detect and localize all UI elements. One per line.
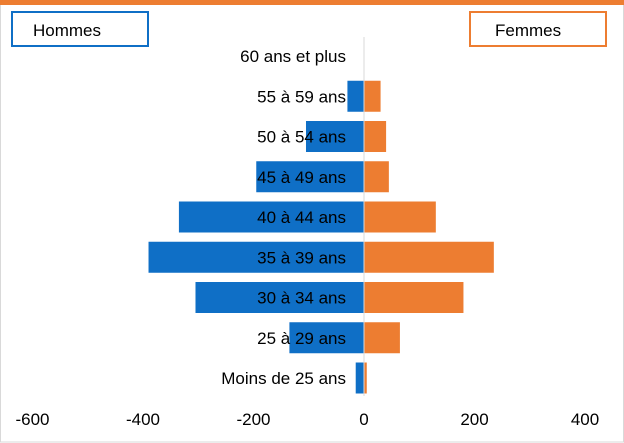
- legend-femmes: Femmes: [469, 11, 607, 47]
- legend-hommes: Hommes: [11, 11, 149, 47]
- category-label-8: 60 ans et plus: [240, 47, 346, 66]
- bar-femmes-5: [364, 161, 389, 193]
- x-tick-label-3: 0: [359, 410, 368, 429]
- x-tick-label-0: -600: [15, 410, 49, 429]
- legend-femmes-box: [469, 11, 607, 47]
- bar-hommes-2: [195, 282, 364, 313]
- x-axis-tick-labels: -600 -400 -200 0 200 400: [15, 410, 599, 429]
- category-label-7: 55 à 59 ans: [257, 87, 346, 106]
- bar-marks: [148, 80, 494, 394]
- bar-femmes-2: [364, 282, 464, 313]
- category-labels: Moins de 25 ans 25 à 29 ans 30 à 34 ans 35 …: [221, 47, 346, 388]
- category-label-6: 50 à 54 ans: [257, 128, 346, 147]
- x-tick-label-5: 400: [571, 410, 599, 429]
- legend-hommes-box: [11, 11, 149, 47]
- x-tick-label-4: 200: [460, 410, 488, 429]
- chart-top-border: [0, 0, 624, 5]
- category-label-2: 30 à 34 ans: [257, 289, 346, 308]
- bar-femmes-3: [364, 241, 494, 273]
- bar-hommes-5: [256, 161, 364, 193]
- bar-hommes-4: [178, 201, 364, 233]
- bar-hommes-6: [305, 121, 364, 152]
- category-label-3: 35 à 39 ans: [257, 248, 346, 267]
- x-tick-label-2: -200: [236, 410, 270, 429]
- legend-femmes-label: Femmes: [495, 21, 561, 40]
- category-label-1: 25 à 29 ans: [257, 329, 346, 348]
- bar-hommes-0: [355, 362, 364, 394]
- bar-hommes-3: [148, 241, 364, 273]
- bar-hommes-1: [289, 322, 364, 354]
- bar-femmes-6: [364, 121, 387, 152]
- bar-femmes-0: [364, 362, 367, 394]
- category-label-0: Moins de 25 ans: [221, 369, 346, 388]
- category-label-4: 40 à 44 ans: [257, 208, 346, 227]
- category-label-5: 45 à 49 ans: [257, 168, 346, 187]
- x-tick-label-1: -400: [126, 410, 160, 429]
- legend-hommes-label: Hommes: [33, 21, 101, 40]
- bar-femmes-4: [364, 201, 436, 233]
- bar-femmes-7: [364, 80, 381, 112]
- bar-hommes-7: [347, 80, 364, 112]
- bar-femmes-1: [364, 322, 400, 354]
